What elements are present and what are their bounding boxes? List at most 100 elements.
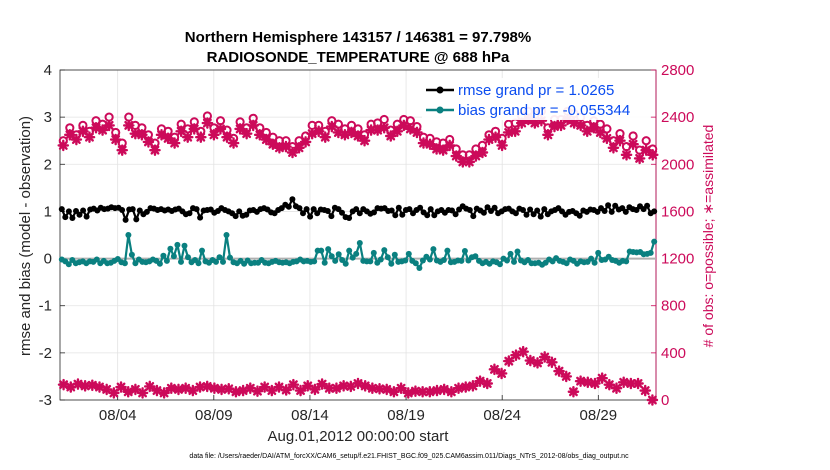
obs-star-stroke [561,371,571,381]
bias-point [216,254,223,261]
obs-assimilated-marker [260,133,273,146]
rmse-point [527,206,534,213]
obs-star-stroke [602,133,612,143]
x-tick-label: 08/29 [580,407,618,424]
rmse-point [523,211,530,218]
obs-star-stroke [396,383,406,393]
rmse-point [307,213,314,220]
bias-point [440,257,447,263]
obs-star-stroke [255,130,265,140]
obs-assimilated-marker [607,141,620,154]
obs-star-stroke [386,131,396,141]
y-right-tick-label: 2800 [661,62,694,79]
obs-assimilated-marker [221,131,233,143]
obs-star-stroke [360,381,370,391]
obs-assimilated-marker [384,130,397,142]
rmse-point [431,212,438,219]
obs-star-stroke [157,130,166,140]
obs-possible-marker [641,136,651,146]
obs-assimilated-marker [247,119,260,132]
x-tick-label: 08/04 [99,407,137,424]
x-axis: 08/04 08/09 08/14 08/19 08/24 08/29 [99,395,617,424]
obs-star-stroke [635,153,645,163]
obs-assimilated-marker [646,149,659,161]
obs-star-stroke [195,382,205,392]
obs-assimilated-marker [411,126,423,139]
rmse-point [601,208,608,214]
bias-point [377,256,384,263]
bias-point [405,250,412,257]
obs-assimilated-marker [395,382,407,395]
obs-star-stroke [425,139,435,149]
obs-star-stroke [497,369,507,378]
rmse-point [69,215,76,221]
bias-point [384,254,391,261]
obs-assimilated-marker [596,372,608,384]
rmse-point [346,215,353,221]
rmse-point [58,206,65,213]
rmse-series [58,196,658,223]
rmse-point [371,209,377,216]
bias-point [220,258,226,265]
obs-assimilated-marker [358,134,371,147]
bias-point [213,258,219,265]
obs-star-stroke [314,126,324,136]
rmse-point [186,210,193,217]
rmse-point [356,210,363,217]
obs-assimilated-marker [267,138,279,151]
obs-assimilated-marker [201,117,214,129]
obs-assimilated-marker [373,383,386,395]
bias-point [504,257,510,264]
obs-assimilated-marker [168,137,181,149]
bias-point [156,260,163,267]
obs-star-stroke [235,124,245,134]
obs-star-stroke [116,382,126,392]
obs-assimilated-marker [116,144,129,156]
obs-star-stroke [471,151,481,161]
obs-assimilated-marker [294,384,307,397]
y-left-tick-label: 2 [44,156,52,173]
obs-star-stroke [451,151,461,161]
obs-assimilated-marker [319,131,332,143]
bias-point [346,247,353,254]
rmse-point [285,203,292,210]
rmse-point [633,207,640,213]
obs-star-stroke [353,379,363,388]
obs-assimilated-marker [538,351,551,363]
obs-star-stroke [489,364,499,374]
obs-assimilated-marker [109,133,122,146]
obs-assimilated-marker [293,141,305,154]
obs-assimilated-marker [443,139,456,152]
rmse-point [541,206,548,213]
x-tick-label: 08/24 [483,407,521,424]
obs-star-stroke [281,142,291,152]
obs-assimilated-marker [481,377,494,390]
bias-point [591,259,598,266]
obs-star-stroke [253,386,262,396]
obs-assimilated-marker [214,123,227,135]
obs-assimilated-marker [280,384,292,396]
obs-assimilated-marker [253,129,266,141]
rmse-point [449,207,455,214]
obs-assimilated-marker [560,370,573,383]
obs-star-stroke [183,132,193,142]
obs-star-stroke [412,128,422,137]
obs-star-stroke [95,382,104,392]
obs-star-stroke [628,139,638,149]
obs-star-stroke [626,379,636,388]
obs-star-stroke [209,383,219,393]
obs-star-stroke [468,381,478,391]
obs-assimilated-marker [77,125,89,138]
obs-star-stroke [296,386,306,396]
rmse-point [399,211,406,218]
obs-assimilated-marker [502,355,515,367]
obs-star-stroke [267,386,277,396]
bias-point [167,245,174,252]
obs-assimilated-marker [437,144,449,156]
y-axis-left: -3 -2 -1 0 1 2 3 4 [39,62,65,409]
obs-assimilated-marker [299,136,312,148]
obs-star-stroke [216,124,225,134]
obs-assimilated-marker [365,124,377,136]
obs-assimilated-marker [312,125,325,138]
obs-star-stroke [353,131,363,141]
